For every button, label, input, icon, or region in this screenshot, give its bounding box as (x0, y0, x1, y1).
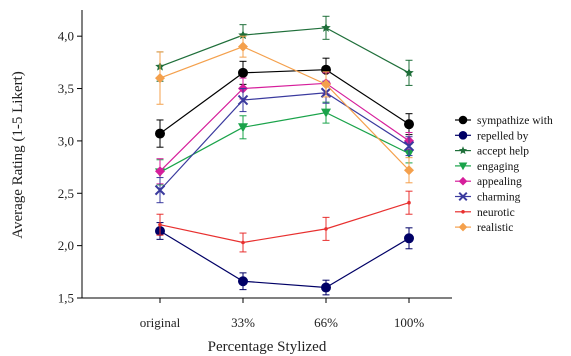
series-line (159, 230, 410, 289)
legend-item: sympathize with (455, 115, 553, 127)
data-point (321, 22, 331, 32)
y-tick-label: 2,5 (58, 186, 74, 201)
series-layer (154, 15, 415, 296)
y-tick-label: 3,5 (58, 81, 74, 96)
marker-stroke (403, 140, 415, 152)
plot-area: 1,5 2,0 2,5 3,0 3,5 4,0 original 33% 66% 100% (58, 10, 452, 330)
legend-item: repelled by (455, 130, 529, 142)
series (155, 101, 414, 186)
data-point (458, 191, 468, 202)
data-point (238, 41, 248, 52)
data-point (241, 240, 245, 245)
marker-stroke (237, 94, 249, 106)
series-line (159, 112, 410, 173)
data-point (324, 227, 328, 231)
marker-stroke (154, 184, 166, 196)
data-point (403, 140, 415, 152)
x-ticks: original 33% 66% 100% (140, 298, 425, 330)
x-tick-label: 100% (394, 315, 425, 330)
legend-item: accept help (455, 146, 529, 158)
legend-item: charming (455, 192, 521, 204)
series-line (159, 82, 410, 172)
data-point (404, 67, 414, 77)
data-point (321, 108, 331, 118)
y-tick-label: 3,0 (58, 133, 74, 148)
data-point (154, 184, 166, 196)
y-tick-label: 2,0 (58, 238, 74, 253)
legend-item: appealing (455, 176, 522, 188)
y-ticks: 1,5 2,0 2,5 3,0 3,5 4,0 (58, 29, 82, 306)
data-point (238, 276, 248, 287)
series (155, 57, 414, 148)
legend: sympathize with repelled by accept help eng… (455, 115, 553, 234)
legend-item: neurotic (455, 207, 515, 219)
data-point (404, 165, 414, 176)
data-point (458, 162, 468, 171)
data-point (458, 131, 468, 140)
data-point (238, 123, 248, 133)
data-point (321, 282, 331, 293)
y-tick-label: 4,0 (58, 29, 74, 44)
data-point (458, 115, 468, 125)
series-line (159, 69, 410, 135)
data-point (458, 146, 468, 155)
data-point (155, 73, 165, 84)
data-point (158, 222, 162, 227)
legend-label: neurotic (477, 207, 515, 219)
data-point (238, 67, 248, 78)
series (154, 81, 415, 204)
y-tick-label: 1,5 (58, 291, 74, 306)
marker-stroke (458, 191, 468, 202)
legend-label: appealing (477, 176, 522, 188)
series (155, 222, 414, 296)
data-point (404, 233, 414, 244)
legend-item: engaging (455, 161, 519, 173)
y-axis-title: Average Rating (1-5 Likert) (10, 71, 26, 239)
series (156, 190, 413, 253)
data-point (238, 30, 248, 40)
data-point (321, 79, 331, 90)
x-tick-label: 66% (314, 315, 338, 330)
data-point (155, 166, 165, 177)
series-line (159, 46, 410, 171)
data-point (461, 210, 465, 214)
data-point (407, 200, 411, 205)
x-axis-title: Percentage Stylized (208, 339, 327, 355)
x-tick-label: original (140, 315, 181, 330)
legend-label: charming (477, 192, 521, 204)
data-point (458, 176, 468, 186)
series-line (159, 27, 410, 74)
legend-label: sympathize with (477, 115, 553, 127)
legend-label: realistic (477, 222, 513, 234)
data-point (155, 128, 165, 139)
series-line (159, 202, 410, 244)
x-tick-label: 33% (231, 315, 255, 330)
legend-label: repelled by (477, 130, 529, 142)
series (155, 15, 414, 86)
series (155, 35, 414, 184)
data-point (458, 222, 468, 232)
legend-label: engaging (477, 161, 519, 173)
legend-item: realistic (455, 222, 513, 234)
series-line (159, 92, 410, 191)
series (155, 72, 414, 185)
legend-label: accept help (477, 146, 529, 158)
data-point (404, 119, 414, 130)
data-point (237, 94, 249, 106)
